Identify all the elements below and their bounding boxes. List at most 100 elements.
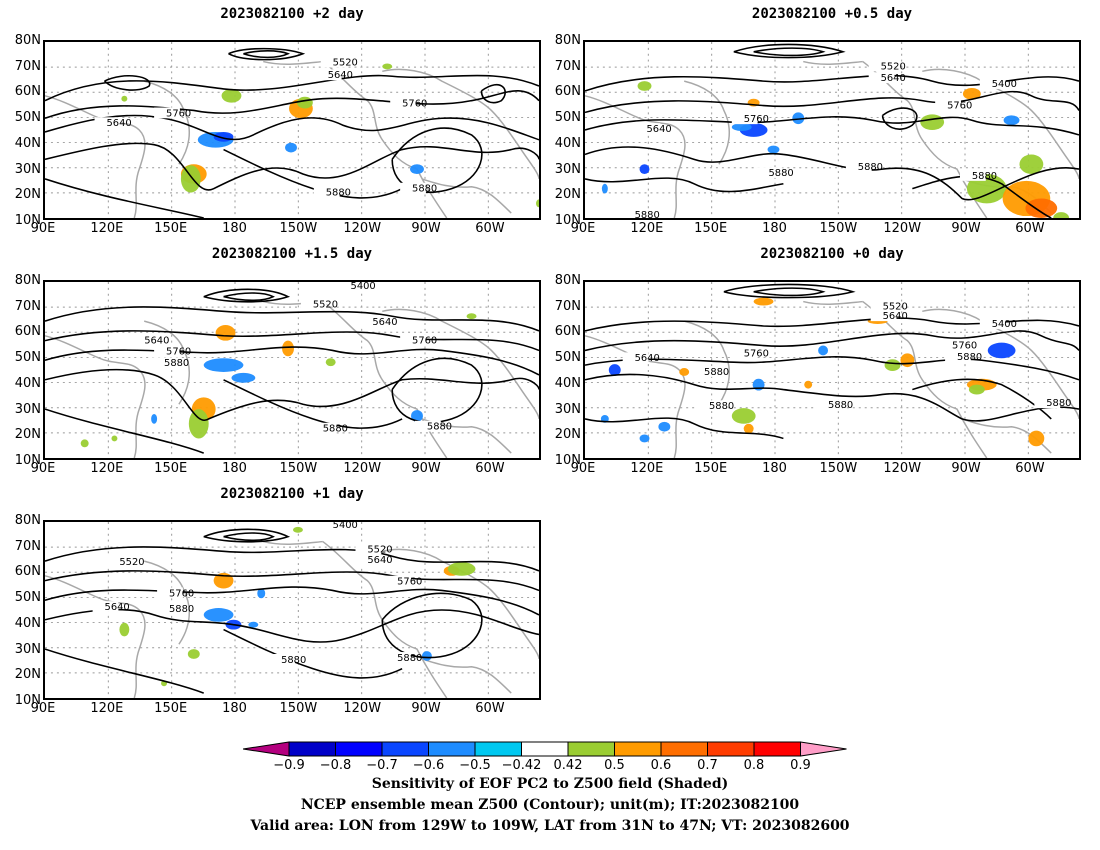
coastline — [684, 320, 731, 405]
sensitivity-shading — [411, 410, 423, 422]
z500-contour — [912, 175, 1052, 218]
lat-tick-label: 30N — [14, 641, 41, 657]
coastline — [922, 68, 1079, 179]
contour-label: 5520 — [881, 61, 906, 72]
contour-label-bg — [152, 357, 178, 369]
contour-label: 5880 — [828, 400, 853, 411]
lat-tick-label: 60N — [14, 84, 41, 100]
coastline — [45, 335, 146, 458]
contour-label-bg — [315, 69, 342, 81]
z500-contour — [203, 528, 291, 543]
colorbar-arrow-left — [243, 741, 290, 757]
sensitivity-shading — [884, 359, 901, 371]
sensitivity-shading — [421, 651, 432, 661]
sensitivity-shading — [900, 353, 915, 368]
contour-label-bg — [400, 182, 426, 194]
sensitivity-shading — [608, 364, 621, 376]
caption-line-3: Valid area: LON from 129W to 109W, LAT f… — [250, 818, 850, 834]
contour-label: 5520 — [119, 557, 144, 568]
sensitivity-shading — [1003, 115, 1020, 126]
z500-contour — [585, 417, 784, 440]
lon-tick-label: 150W — [819, 221, 858, 236]
colorbar-segment — [753, 741, 801, 757]
contour-label: 5880 — [412, 184, 437, 195]
contour-label: 5400 — [992, 79, 1017, 90]
contour-label: 5880 — [769, 168, 794, 179]
coastline — [862, 60, 988, 218]
lat-tick-label: 40N — [14, 375, 41, 391]
lat-tick-label: 80N — [14, 33, 41, 48]
contour-label: 5880 — [1046, 398, 1071, 409]
contour-label-bg — [697, 400, 723, 412]
map-frame: 5400 5520 5640 5520 5760 5640 5760 5880 5880 5880 — [43, 520, 541, 700]
lon-tick-label: 120E — [630, 461, 664, 476]
contour-label: 5640 — [372, 317, 397, 328]
sensitivity-shading — [679, 368, 690, 376]
lat-tick-label: 70N — [554, 298, 581, 314]
contour-label: 5760 — [744, 114, 769, 125]
contour-label: 5520 — [333, 58, 358, 69]
lat-tick-label: 80N — [14, 273, 41, 288]
contour-label-bg — [756, 167, 783, 178]
z500-contour — [228, 47, 306, 61]
coastline — [803, 300, 863, 305]
lon-tick-label: 60W — [475, 701, 505, 716]
caption-line-2: NCEP ensemble mean Z500 (Contour); unit(… — [300, 797, 800, 813]
lat-tick-label: 60N — [554, 84, 581, 100]
contour-label-bg — [622, 209, 649, 218]
sensitivity-shading — [731, 408, 756, 424]
lon-tick-label: 90W — [951, 461, 981, 476]
z500-contour — [45, 90, 539, 120]
z500-contour — [45, 608, 539, 643]
coastline — [45, 575, 146, 698]
contour-label-bg — [415, 420, 441, 432]
lon-tick-label: 150E — [694, 461, 728, 476]
lon-tick-label: 120E — [630, 221, 664, 236]
contour-label: 5880 — [164, 358, 189, 369]
contour-label-bg — [634, 123, 661, 134]
z500-contour — [243, 50, 290, 59]
contour-label-bg — [816, 399, 842, 411]
panel-title: 2023082100 +0 day — [760, 246, 904, 262]
lon-tick-label: 180 — [222, 461, 247, 476]
lat-tick-label: 30N — [14, 401, 41, 417]
coastline — [382, 68, 539, 179]
contour-label: 5640 — [647, 124, 672, 135]
lat-tick-label: 10N — [554, 213, 581, 228]
contour-label: 5760 — [166, 346, 191, 357]
contour-label: 5760 — [402, 99, 427, 110]
contour-label: 5640 — [881, 73, 906, 84]
contour-label-bg — [313, 186, 340, 198]
contour-label-bg — [979, 318, 1006, 329]
z500-contour — [45, 546, 539, 572]
sensitivity-shading — [968, 384, 985, 395]
contour-label-bg — [622, 352, 649, 364]
sensitivity-shading — [1053, 212, 1070, 218]
z500-contour — [585, 177, 784, 193]
lat-tick-label: 70N — [14, 298, 41, 314]
lon-tick-label: 60W — [475, 461, 505, 476]
contour-label: 5880 — [704, 367, 729, 378]
coastline — [862, 300, 988, 458]
panel-title: 2023082100 +1.5 day — [211, 246, 373, 262]
lat-tick-label: 20N — [554, 187, 581, 203]
sensitivity-shading — [410, 164, 424, 174]
sensitivity-shading — [282, 340, 294, 357]
colorbar-tick-label: 0.7 — [697, 758, 718, 773]
lon-tick-label: 120E — [90, 461, 124, 476]
z500-contour — [585, 373, 1079, 422]
sensitivity-shading — [920, 114, 945, 130]
caption-line-1: Sensitivity of EOF PC2 to Z500 field (Sh… — [371, 776, 729, 792]
z500-contour — [45, 408, 204, 454]
lon-tick-label: 90E — [30, 221, 56, 236]
sensitivity-shading — [221, 88, 242, 103]
sensitivity-shading — [753, 297, 774, 306]
contour-label: 5760 — [952, 341, 977, 352]
lat-tick-label: 20N — [14, 427, 41, 443]
sensitivity-shading — [203, 358, 244, 372]
sensitivity-shading — [466, 313, 477, 320]
colorbar-segment — [474, 741, 522, 757]
z500-contour — [723, 283, 856, 299]
contour-label: 5640 — [883, 311, 908, 322]
